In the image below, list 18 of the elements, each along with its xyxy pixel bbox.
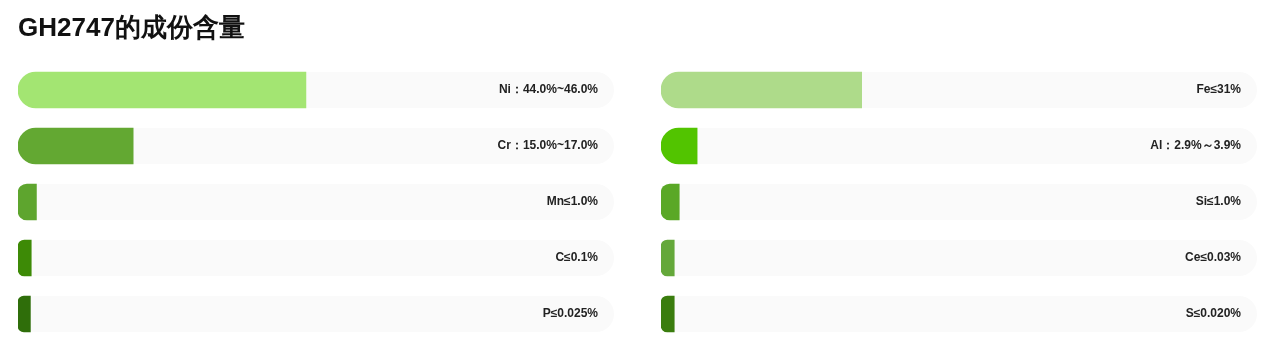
y-tick-label: Mn≤1.0%	[546, 194, 599, 209]
y-tick-label: P≤0.025%	[542, 306, 599, 321]
bar	[18, 127, 134, 165]
y-tick-label: C≤0.1%	[555, 250, 599, 265]
y-tick-label: Si≤1.0%	[1195, 194, 1242, 209]
bar	[661, 239, 675, 277]
bar	[18, 183, 37, 221]
y-tick-label: S≤0.020%	[1185, 306, 1242, 321]
y-tick-label: Al：2.9%～3.9%	[1150, 138, 1242, 153]
y-tick-label: Ni：44.0%~46.0%	[498, 82, 599, 97]
y-tick-label: Cr：15.0%~17.0%	[497, 138, 599, 153]
bar	[661, 183, 680, 221]
chart-title: GH2747的成份含量	[18, 11, 245, 44]
bar	[18, 295, 31, 333]
bar	[661, 295, 675, 333]
y-tick-label: Fe≤31%	[1196, 82, 1242, 97]
bar	[18, 239, 32, 277]
y-tick-label: Ce≤0.03%	[1185, 250, 1242, 265]
